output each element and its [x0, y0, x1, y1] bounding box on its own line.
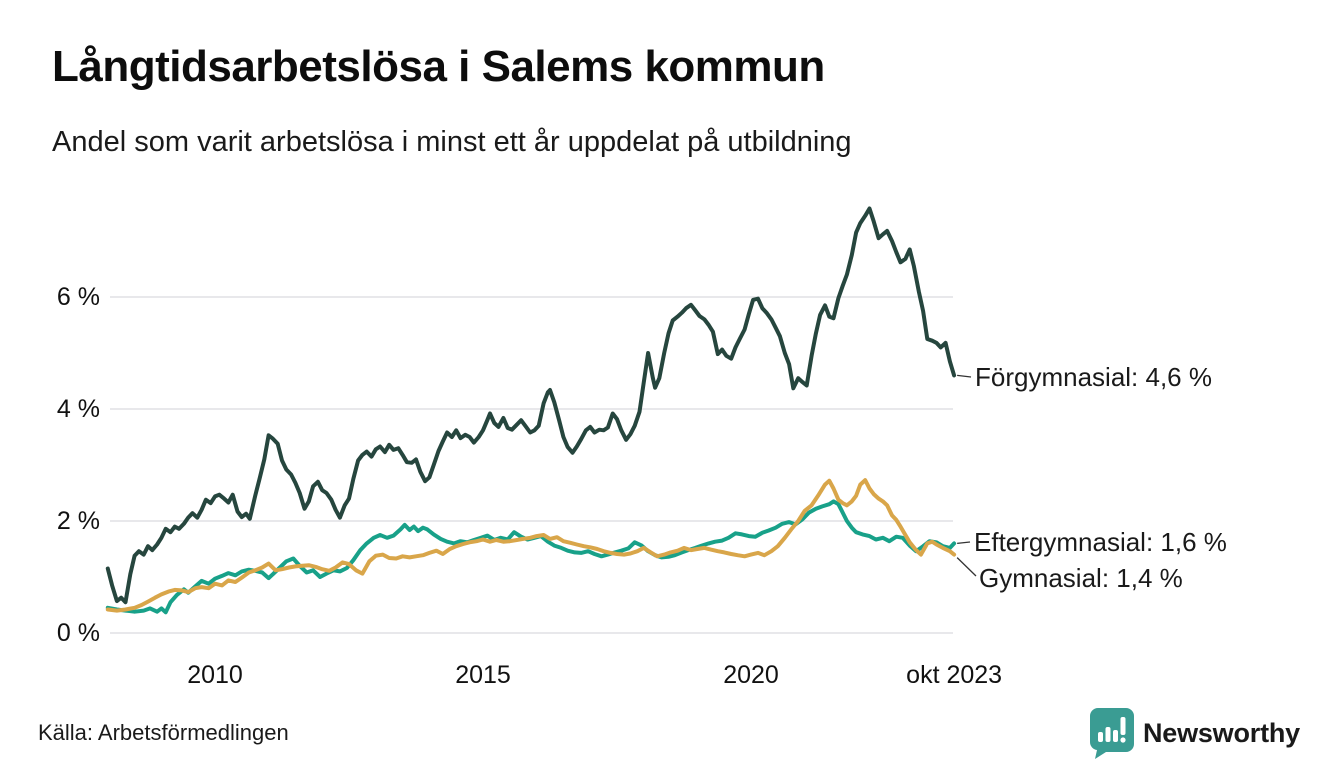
x-axis-tick-label: okt 2023 [906, 661, 1003, 689]
series-line-gymnasial [105, 478, 957, 613]
label-connector [957, 374, 972, 378]
series-end-label-gymnasial: Gymnasial: 1,4 % [979, 563, 1183, 593]
x-axis-tick-label: 2010 [187, 661, 243, 689]
newsworthy-icon [1089, 708, 1134, 759]
y-axis-tick-label: 0 % [56, 619, 100, 647]
source-note: Källa: Arbetsförmedlingen [38, 720, 289, 745]
label-connector [957, 541, 971, 545]
brand-name: Newsworthy [1142, 717, 1300, 748]
page-subtitle: Andel som varit arbetslösa i minst ett å… [52, 126, 852, 158]
y-axis-tick-label: 2 % [56, 507, 100, 535]
series-end-label-eftergymnasial: Eftergymnasial: 1,6 % [974, 527, 1227, 557]
series-end-label-forgymnasial: Förgymnasial: 4,6 % [975, 362, 1212, 392]
series-line-eftergymnasial [105, 499, 957, 615]
y-axis-tick-label: 6 % [56, 283, 100, 311]
newsworthy-icon-pin [1089, 708, 1134, 759]
x-axis-tick-label: 2020 [723, 661, 779, 689]
series-line-förgymnasial [105, 206, 957, 605]
x-axis-tick-label: 2015 [455, 661, 511, 689]
label-connector [956, 557, 977, 577]
y-axis-tick-label: 4 % [56, 395, 100, 423]
brand-logo: Newsworthy [1088, 708, 1300, 759]
page-title: Långtidsarbetslösa i Salems kommun [52, 42, 825, 91]
